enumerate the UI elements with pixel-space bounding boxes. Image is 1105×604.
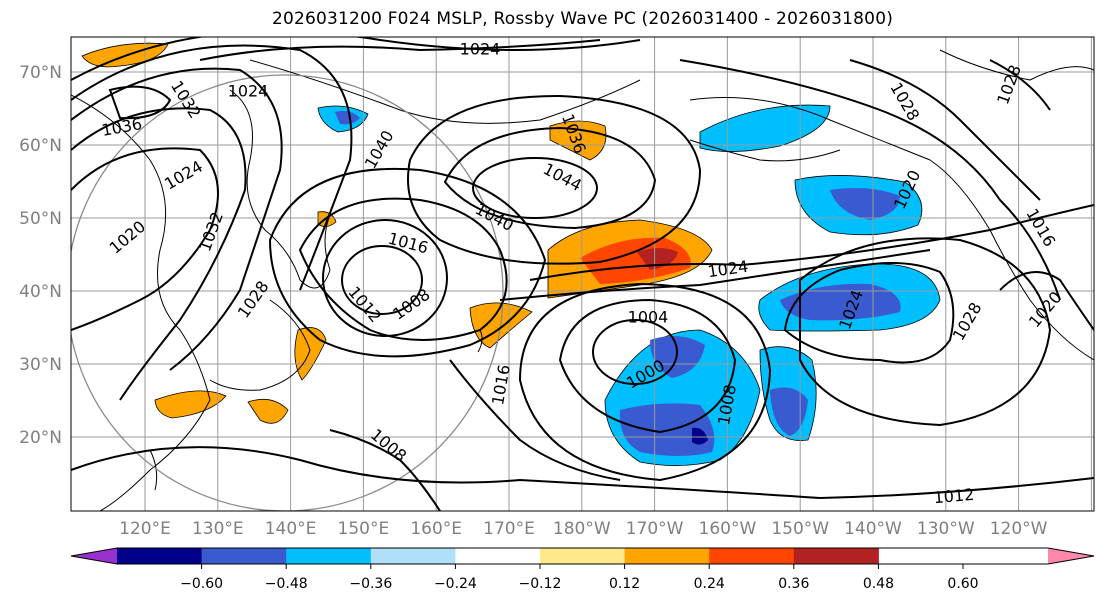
colorbar-swatch [709,548,795,564]
isobar-label: 1004 [628,308,669,327]
longitude-label: 120°E [119,519,171,539]
map-title: 2026031200 F024 MSLP, Rossby Wave PC (20… [271,9,894,29]
colorbar-tick-label: 0.24 [694,576,725,592]
great-circle-outline [71,74,504,511]
longitude-labels: 120°E 130°E 140°E 150°E 160°E 170°E 180°W 170°W… [119,519,1048,539]
colorbar-tick-label: 0.48 [863,576,894,592]
colorbar-tick-label: 0.12 [609,576,640,592]
isobar-label: 1012 [933,485,975,507]
latitude-label: 50°N [19,209,62,229]
colorbar-swatch [286,548,372,564]
colorbar-tick-label: −0.60 [180,576,223,592]
colorbar: −0.60 −0.48 −0.36 −0.24 −0.12 0.12 0.24 0.36 0.4… [70,547,1095,592]
colorbar-tick-label: −0.36 [349,576,392,592]
longitude-label: 180°W [553,519,611,539]
colorbar-tick-labels: −0.60 −0.48 −0.36 −0.24 −0.12 0.12 0.24 0.36 0.4… [180,564,979,592]
isobar-label: 1024 [460,40,501,59]
colorbar-swatch [624,548,710,564]
colorbar-tick-label: −0.48 [265,576,308,592]
colorbar-swatch [117,548,203,564]
latitude-label: 30°N [19,355,62,375]
longitude-label: 140°W [844,519,902,539]
longitude-label: 130°W [917,519,975,539]
mslp-isobars [71,37,1094,511]
latitude-label: 70°N [19,63,62,83]
latitude-label: 40°N [19,282,62,302]
longitude-label: 130°E [192,519,244,539]
colorbar-tick-label: 0.36 [778,576,809,592]
colorbar-extend-low [71,548,117,564]
colorbar-tick-label: 0.60 [947,576,978,592]
colorbar-swatch [370,548,456,564]
graticule-lines [71,37,1094,511]
colorbar-tick-label: −0.24 [434,576,477,592]
colorbar-extend-high [1048,548,1094,564]
longitude-label: 160°W [699,519,757,539]
longitude-label: 140°E [265,519,317,539]
coastlines [71,49,1094,511]
colorbar-swatch [201,548,287,564]
longitude-label: 150°E [338,519,390,539]
longitude-label: 120°W [990,519,1048,539]
latitude-labels: 70°N 60°N 50°N 40°N 30°N 20°N [19,63,62,448]
colorbar-swatch [540,548,626,564]
map-frame [70,36,1095,512]
colorbar-tick-label: −0.12 [519,576,562,592]
longitude-label: 170°W [626,519,684,539]
longitude-label: 150°W [771,519,829,539]
colorbar-swatch [793,548,879,564]
colorbar-swatch [455,548,541,564]
colorbar-swatches [117,548,879,564]
isobar-label: 1024 [228,82,269,101]
latitude-label: 60°N [19,136,62,156]
latitude-label: 20°N [19,428,62,448]
longitude-label: 160°E [410,519,462,539]
longitude-label: 170°E [483,519,535,539]
